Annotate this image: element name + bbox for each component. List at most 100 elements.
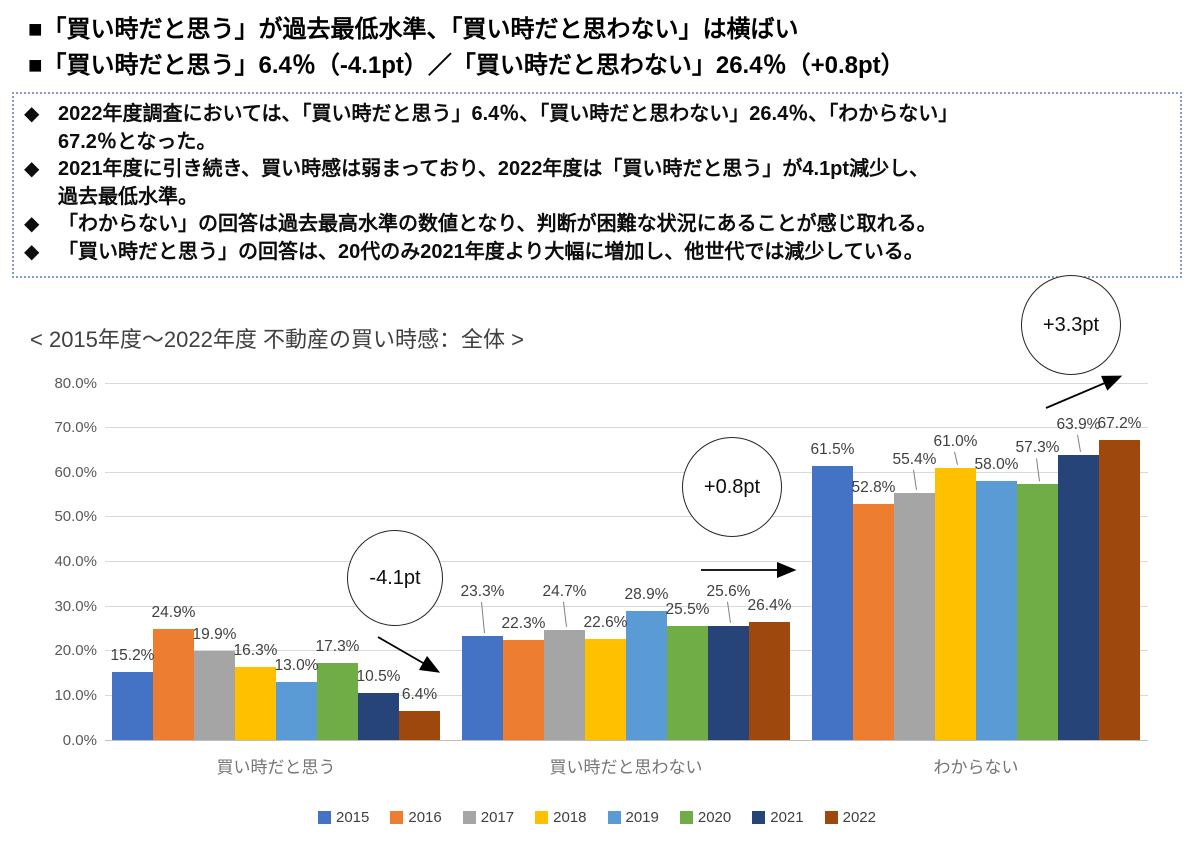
legend-swatch-icon — [318, 811, 331, 824]
label-leader-line — [1077, 434, 1081, 452]
bullet-line: 「わからない」の回答は過去最高水準の数値となり、判断が困難な状況にあることが感じ… — [58, 213, 937, 235]
bar-2018-cat1 — [235, 667, 276, 740]
value-label-2019-cat2: 28.9% — [624, 586, 669, 604]
legend-swatch-icon — [824, 811, 838, 824]
bar-2016-cat2 — [503, 640, 544, 740]
bar-2019-cat3 — [976, 481, 1017, 740]
bar-2018-cat3 — [935, 467, 976, 740]
bullet-line: 2021年度に引き続き、買い時感は弱まっており、2022年度は「買い時だと思う」… — [58, 158, 930, 180]
gridline-50 — [105, 516, 1148, 518]
bar-2022-cat1 — [399, 711, 440, 740]
bar-2020-cat3 — [1017, 484, 1058, 740]
legend-label: 2021 — [770, 809, 804, 826]
label-leader-line — [913, 469, 917, 490]
value-label-2017-cat1: 19.9% — [192, 626, 237, 644]
legend-swatch-icon — [535, 811, 549, 824]
bar-2015-cat1 — [112, 672, 153, 740]
bar-2022-cat3 — [1099, 440, 1140, 740]
gridline-0 — [105, 739, 1148, 741]
gridline-60 — [105, 471, 1148, 473]
chart-title: < 2015年度～2022年度 不動産の買い時感：全体 > — [30, 327, 524, 352]
legend-item-2017: 2017 — [462, 809, 515, 826]
diamond-bullet-icon: ◆ — [24, 240, 40, 263]
gridline-80 — [105, 382, 1148, 384]
bullet-item-4: ◆ 「買い時だと思う」の回答は、20代のみ2021年度より大幅に増加し、他世代では… — [24, 239, 1170, 267]
bar-2020-cat1 — [317, 662, 358, 740]
bar-2016-cat3 — [853, 504, 894, 740]
bar-2021-cat2 — [708, 625, 749, 740]
value-label-2022-cat1: 6.4% — [401, 686, 438, 704]
legend-swatch-icon — [462, 811, 476, 824]
value-label-2020-cat3: 57.3% — [1015, 439, 1060, 457]
bar-2016-cat1 — [153, 628, 194, 740]
value-label-2017-cat2: 24.7% — [542, 582, 587, 600]
value-label-2019-cat1: 13.0% — [274, 656, 319, 674]
legend-swatch-icon — [607, 811, 621, 824]
label-leader-line — [481, 601, 485, 634]
y-axis-label-70: 70.0% — [54, 419, 97, 437]
value-label-2019-cat3: 58.0% — [974, 456, 1019, 474]
bar-2021-cat3 — [1058, 454, 1099, 740]
value-label-2018-cat3: 61.0% — [933, 432, 978, 450]
legend-swatch-icon — [390, 811, 404, 824]
bullet-text: 2021年度に引き続き、買い時感は弱まっており、2022年度は「買い時だと思う」… — [58, 156, 1170, 211]
legend-item-2021: 2021 — [752, 809, 804, 826]
bar-2021-cat1 — [358, 693, 399, 740]
bullet-line: 「買い時だと思う」の回答は、20代のみ2021年度より大幅に増加し、他世代では減… — [58, 240, 924, 263]
value-label-2015-cat2: 23.3% — [460, 583, 505, 601]
bar-2017-cat3 — [894, 492, 935, 740]
page-title-line2: ■「買い時だと思う」6.4％（-4.1pt）／「買い時だと思わない」26.4％（… — [28, 52, 905, 79]
diamond-bullet-icon: ◆ — [24, 103, 40, 125]
category-label-3: わからない — [933, 758, 1019, 777]
value-label-2022-cat3: 67.2% — [1097, 415, 1142, 433]
y-axis-label-0: 0.0% — [62, 731, 97, 749]
label-leader-line — [1036, 458, 1040, 482]
bullet-text: 2022年度調査においては、「買い時だと思う」6.4％、「買い時だと思わない」2… — [58, 101, 1170, 156]
bar-2015-cat3 — [812, 465, 853, 740]
diamond-bullet-icon: ◆ — [24, 213, 40, 235]
y-axis-label-30: 30.0% — [54, 597, 97, 615]
bar-2022-cat2 — [749, 622, 790, 740]
value-label-2020-cat1: 17.3% — [315, 637, 360, 655]
bullet-line: 67.2％となった。 — [58, 130, 217, 153]
value-label-2022-cat2: 26.4% — [747, 597, 792, 615]
y-axis-label-60: 60.0% — [54, 463, 97, 481]
legend-label: 2016 — [408, 809, 442, 826]
value-label-2018-cat1: 16.3% — [233, 642, 278, 660]
value-label-2016-cat2: 22.3% — [501, 615, 546, 633]
bar-2019-cat1 — [276, 681, 317, 740]
legend-label: 2017 — [480, 809, 515, 826]
category-label-1: 買い時だと思う — [216, 758, 336, 777]
y-axis-label-50: 50.0% — [54, 508, 97, 526]
gridline-70 — [105, 427, 1148, 429]
value-label-2015-cat1: 15.2% — [110, 647, 155, 665]
legend-item-2022: 2022 — [824, 809, 876, 826]
value-label-2016-cat1: 24.9% — [151, 603, 196, 621]
annotation-circle-3: +3.3pt — [1021, 275, 1121, 375]
legend-swatch-icon — [679, 811, 693, 824]
bullet-item-2: ◆ 2021年度に引き続き、買い時感は弱まっており、2022年度は「買い時だと思う… — [24, 156, 1170, 211]
bar-2019-cat2 — [626, 611, 667, 740]
category-label-2: 買い時だと思わない — [549, 758, 703, 777]
gridline-30 — [105, 605, 1148, 607]
legend-label: 2015 — [336, 809, 370, 826]
annotation-circle-2: +0.8pt — [682, 437, 782, 537]
legend-label: 2020 — [697, 809, 732, 826]
legend-label: 2019 — [625, 809, 659, 826]
bar-2015-cat2 — [462, 636, 503, 740]
legend-item-2020: 2020 — [679, 809, 732, 826]
page-title-line1: ■「買い時だと思う」が過去最低水準、「買い時だと思わない」は横ばい — [28, 16, 799, 43]
legend-label: 2022 — [842, 809, 876, 826]
annotation-circle-1: -4.1pt — [347, 530, 443, 626]
y-axis-label-20: 20.0% — [54, 642, 97, 660]
bar-2017-cat1 — [194, 651, 235, 740]
page-title: ■「買い時だと思う」が過去最低水準、「買い時だと思わない」は横ばい ■「買い時だ… — [28, 12, 905, 84]
value-label-2020-cat2: 25.5% — [665, 601, 710, 619]
diamond-bullet-icon: ◆ — [24, 158, 40, 180]
bullet-text: 「わからない」の回答は過去最高水準の数値となり、判断が困難な状況にあることが感じ… — [58, 211, 1170, 239]
label-leader-line — [954, 451, 958, 465]
y-axis-label-10: 10.0% — [54, 686, 97, 704]
value-label-2016-cat3: 52.8% — [851, 479, 896, 497]
value-label-2021-cat3: 63.9% — [1056, 415, 1101, 433]
